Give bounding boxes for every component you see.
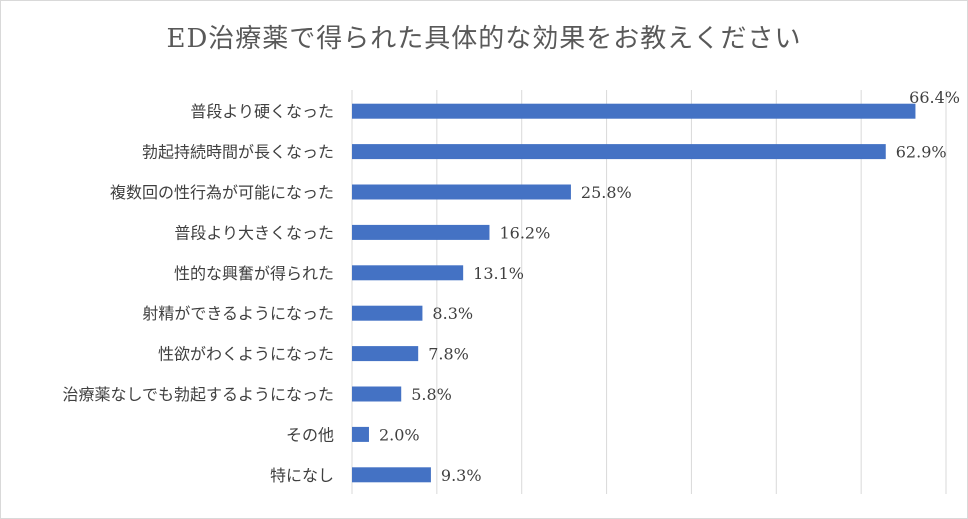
category-label: その他	[286, 425, 334, 444]
value-label: 2.0%	[379, 425, 420, 444]
value-label: 25.8%	[581, 183, 632, 202]
value-label: 62.9%	[896, 143, 947, 162]
category-label: 治療薬なしでも勃起するようになった	[62, 385, 334, 404]
bar	[352, 426, 369, 442]
category-label: 複数回の性行為が可能になった	[110, 183, 334, 202]
category-label: 普段より大きくなった	[174, 223, 334, 242]
category-label: 普段より硬くなった	[190, 102, 334, 121]
category-label: 性欲がわくようになった	[158, 345, 334, 364]
bar	[352, 467, 431, 483]
value-label: 16.2%	[499, 223, 550, 242]
value-label: 13.1%	[473, 264, 524, 283]
category-label: 特になし	[270, 466, 334, 485]
bar	[352, 103, 916, 119]
value-label: 8.3%	[432, 304, 473, 323]
bar	[352, 305, 423, 321]
bar	[352, 144, 886, 160]
bar	[352, 265, 464, 281]
value-label: 66.4%	[909, 88, 960, 107]
value-label: 7.8%	[428, 345, 469, 364]
chart-title: ED治療薬で得られた具体的な効果をお教えください	[166, 24, 802, 54]
bar	[352, 346, 419, 362]
category-label: 射精ができるようになった	[142, 304, 334, 323]
bar	[352, 224, 490, 240]
category-label: 性的な興奮が得られた	[174, 264, 334, 283]
value-label: 5.8%	[411, 385, 452, 404]
bar	[352, 386, 402, 402]
bar	[352, 184, 571, 200]
category-label: 勃起持続時間が長くなった	[142, 143, 334, 162]
value-label: 9.3%	[441, 466, 482, 485]
